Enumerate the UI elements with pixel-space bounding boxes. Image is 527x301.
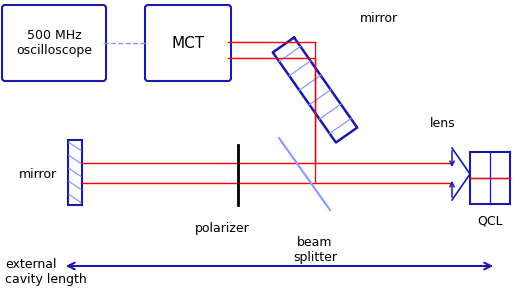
Text: mirror: mirror	[360, 11, 398, 24]
Bar	[470, 152, 510, 204]
Text: 500 MHz
oscilloscope: 500 MHz oscilloscope	[16, 29, 92, 57]
FancyBboxPatch shape	[145, 5, 231, 81]
Text: MCT: MCT	[171, 36, 204, 51]
Text: beam
splitter: beam splitter	[293, 236, 337, 264]
Bar	[68, 140, 82, 205]
Text: QCL: QCL	[477, 215, 503, 228]
FancyBboxPatch shape	[2, 5, 106, 81]
Text: external
cavity length: external cavity length	[5, 258, 87, 286]
Text: polarizer: polarizer	[194, 222, 249, 235]
Text: lens: lens	[430, 117, 456, 130]
Text: mirror: mirror	[19, 169, 57, 182]
